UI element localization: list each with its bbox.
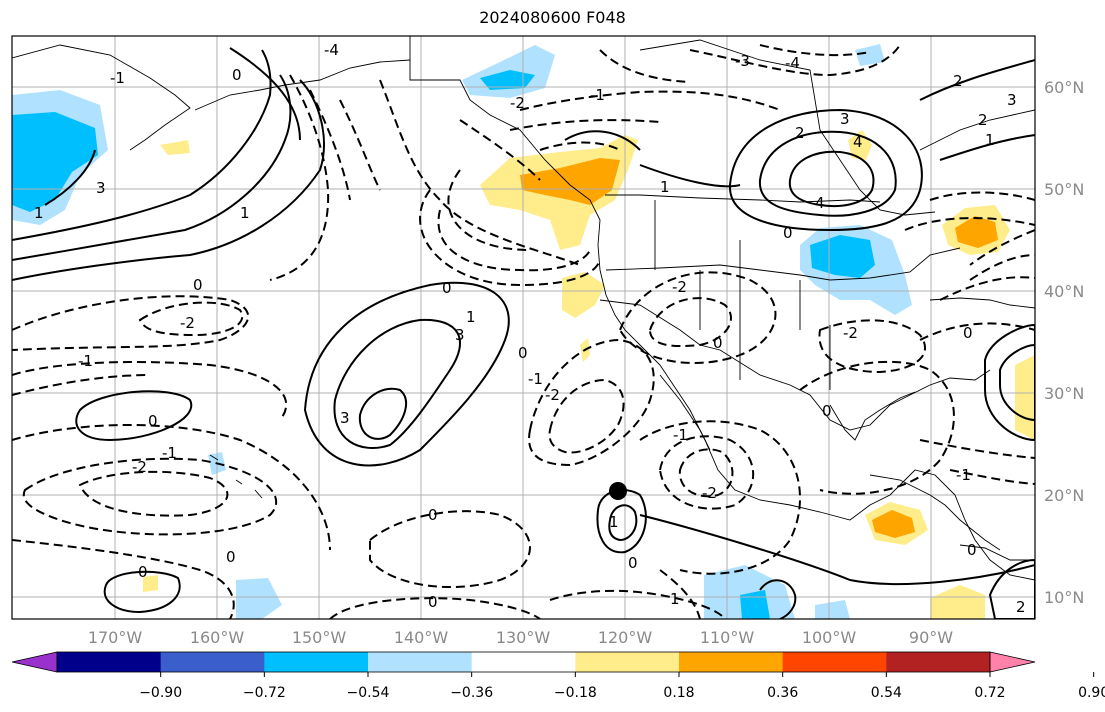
- graticule: [12, 36, 1035, 619]
- colorbar-tick-label: −0.54: [347, 685, 390, 701]
- lat-label: 60°N: [1044, 78, 1084, 97]
- lon-label: 120°W: [598, 628, 653, 647]
- contour-label: 0: [148, 412, 158, 430]
- contour-label: 3: [96, 179, 106, 197]
- lat-label: 10°N: [1044, 588, 1084, 607]
- lon-label: 140°W: [394, 628, 449, 647]
- contour-label: -1: [590, 86, 605, 104]
- contour-label: 1: [240, 204, 250, 222]
- colorbar-swatch: [368, 652, 473, 672]
- colorbar-swatch: [782, 652, 887, 672]
- colorbar-swatch: [160, 652, 265, 672]
- contour-label: -2: [180, 314, 195, 332]
- colorbar-tick-label: 0.18: [663, 685, 694, 701]
- colorbar-swatch: [886, 652, 991, 672]
- contour-label: -1: [956, 466, 971, 484]
- contour-label: 0: [428, 593, 438, 611]
- contour-label: 0: [138, 563, 148, 581]
- location-marker: [609, 482, 627, 500]
- contour-label: 3: [1007, 91, 1017, 109]
- contour-label: 3: [340, 409, 350, 427]
- contour-label: 2: [1016, 598, 1026, 616]
- lon-label: 150°W: [292, 628, 347, 647]
- colorbar-swatch: [575, 652, 680, 672]
- contour-label: 2: [953, 72, 963, 90]
- contours-negative: [12, 44, 1035, 619]
- colorbar-swatch: [264, 652, 369, 672]
- contour-label: 1: [660, 178, 670, 196]
- contour-label: 0: [232, 66, 242, 84]
- contour-label: -1: [162, 444, 177, 462]
- contour-label: 2: [978, 111, 988, 129]
- contour-label: 0: [963, 324, 973, 342]
- contour-label: -3: [735, 52, 750, 70]
- colorbar-outline: [56, 651, 991, 673]
- colorbar: −0.90 −0.72 −0.54 −0.36 −0.18 0.18 0.36 0.54 0.7…: [11, 651, 1105, 701]
- lat-label: 40°N: [1044, 282, 1084, 301]
- colorbar-tick-label: 0.90: [1078, 685, 1105, 701]
- colorbar-tick-label: −0.90: [139, 685, 182, 701]
- longitude-axis-labels: 170°W 160°W 150°W 140°W 130°W 120°W 110°…: [88, 628, 953, 647]
- contour-label: 3: [455, 326, 465, 344]
- contour-label: -1: [78, 352, 93, 370]
- lon-label: 130°W: [496, 628, 551, 647]
- contour-label: 0: [518, 344, 528, 362]
- contour-label: 1: [466, 308, 476, 326]
- latitude-axis-labels: 60°N 50°N 40°N 30°N 20°N 10°N: [1044, 78, 1084, 607]
- colorbar-tick-label: −0.72: [243, 685, 286, 701]
- lon-label: 90°W: [909, 628, 953, 647]
- lon-label: 110°W: [700, 628, 755, 647]
- lon-label: 160°W: [190, 628, 245, 647]
- contour-label: 1: [670, 590, 680, 608]
- contour-label: -2: [702, 484, 717, 502]
- contour-label: -2: [545, 386, 560, 404]
- contour-label: -2: [843, 324, 858, 342]
- contour-label: 4: [853, 133, 863, 151]
- contour-label: 4: [815, 194, 825, 212]
- contour-label: 1: [34, 204, 44, 222]
- contour-labels: -1 0 3 1 1 0 -2 -1 0 -1 -2 0 0 3 3 1 0 0…: [34, 41, 1026, 616]
- contour-label: 1: [609, 513, 619, 531]
- lat-label: 30°N: [1044, 384, 1084, 403]
- contour-label: 0: [822, 402, 832, 420]
- colorbar-tick-label: 0.72: [974, 685, 1005, 701]
- colorbar-extend-max: [989, 651, 1036, 673]
- contour-label: -2: [510, 94, 525, 112]
- colorbar-swatch: [471, 652, 576, 672]
- contour-label: 2: [795, 124, 805, 142]
- colorbar-swatch: [679, 652, 784, 672]
- lat-label: 20°N: [1044, 486, 1084, 505]
- colorbar-tick-label: −0.18: [554, 685, 597, 701]
- contour-label: -4: [785, 54, 800, 72]
- contour-label: 0: [428, 506, 438, 524]
- contour-label: 0: [442, 279, 452, 297]
- contour-label: 0: [713, 334, 723, 352]
- contour-label: 0: [193, 276, 203, 294]
- contour-label: 0: [783, 224, 793, 242]
- contour-label: -2: [672, 278, 687, 296]
- contour-label: 0: [226, 548, 236, 566]
- colorbar-tick-label: 0.36: [767, 685, 798, 701]
- plot-title: 2024080600 F048: [479, 8, 626, 27]
- contour-label: 0: [628, 554, 638, 572]
- lon-label: 170°W: [88, 628, 143, 647]
- contour-label: -1: [110, 69, 125, 87]
- map-frame: [11, 35, 1036, 620]
- contour-label: -2: [132, 458, 147, 476]
- lon-label: 100°W: [802, 628, 857, 647]
- lat-label: 50°N: [1044, 180, 1084, 199]
- contour-label: -1: [673, 426, 688, 444]
- colorbar-extend-min: [11, 651, 58, 673]
- contour-label: 3: [840, 110, 850, 128]
- contours-positive: [12, 47, 1035, 619]
- contour-label: -1: [528, 370, 543, 388]
- colorbar-tick-label: 0.54: [871, 685, 902, 701]
- colorbar-swatch: [57, 652, 162, 672]
- contour-label: 1: [985, 131, 995, 149]
- contour-label: -4: [324, 41, 339, 59]
- contour-label: 0: [967, 541, 977, 559]
- colorbar-tick-label: −0.36: [450, 685, 493, 701]
